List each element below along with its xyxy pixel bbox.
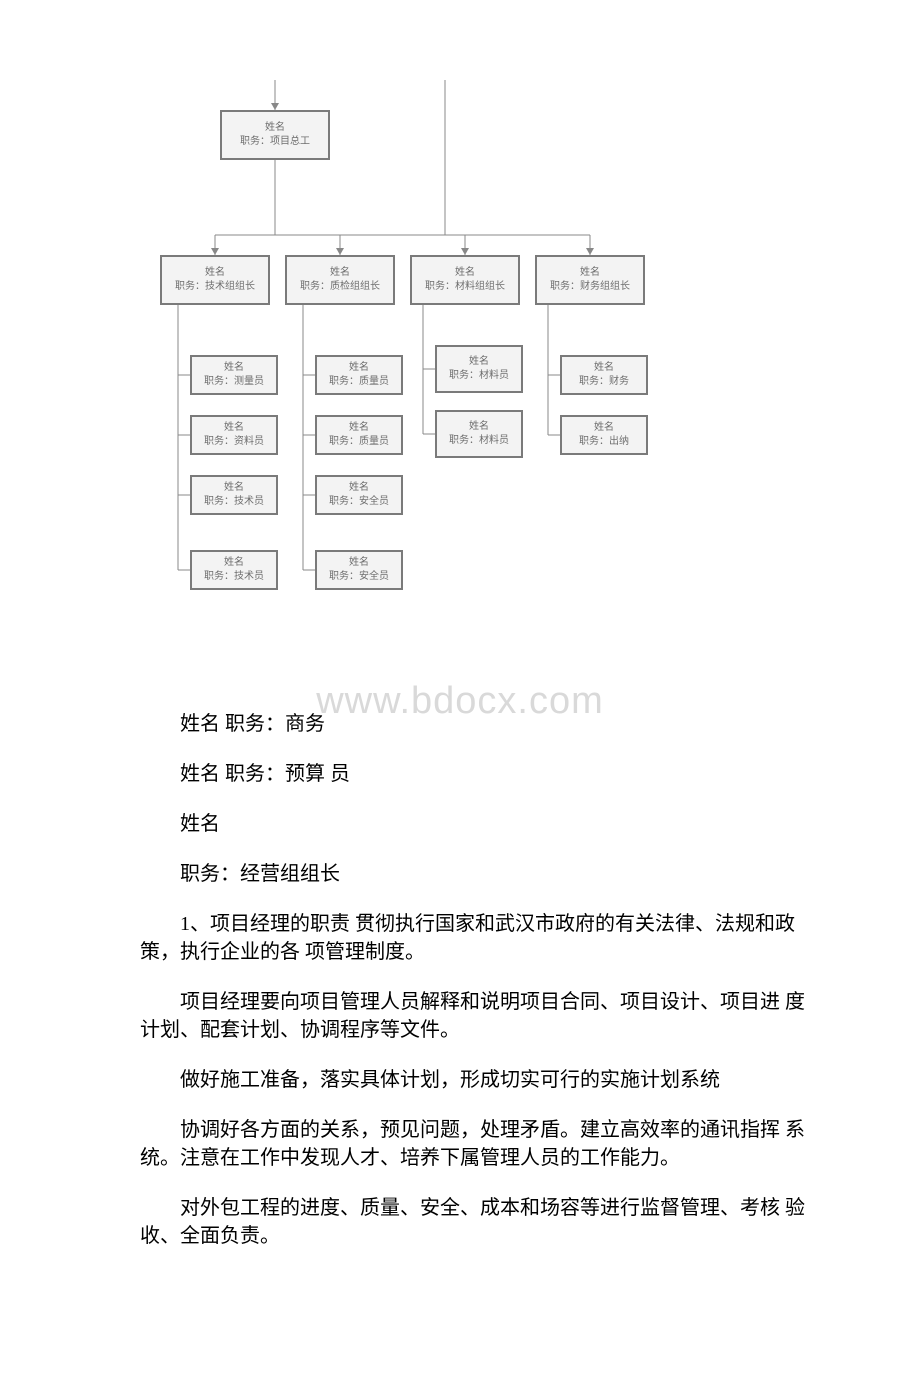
body-paragraph: 1、项目经理的职责 贯彻执行国家和武汉市政府的有关法律、法规和政策，执行企业的各… bbox=[140, 910, 810, 966]
arrowhead-icon bbox=[211, 248, 219, 255]
node-name-label: 姓名 bbox=[330, 266, 350, 280]
org-node-g2c: 姓名职务：安全员 bbox=[315, 475, 403, 515]
org-node-g3a: 姓名职务：材料员 bbox=[435, 345, 523, 393]
node-role-label: 职务：安全员 bbox=[329, 495, 389, 509]
node-role-label: 职务：财务 bbox=[579, 375, 629, 389]
body-paragraph: 姓名 职务：商务 bbox=[140, 710, 810, 738]
node-name-label: 姓名 bbox=[224, 421, 244, 435]
body-paragraph: 项目经理要向项目管理人员解释和说明项目合同、项目设计、项目进 度计划、配套计划、… bbox=[140, 988, 810, 1044]
org-node-g3b: 姓名职务：材料员 bbox=[435, 410, 523, 458]
node-name-label: 姓名 bbox=[349, 421, 369, 435]
org-node-root: 姓名职务：项目总工 bbox=[220, 110, 330, 160]
node-role-label: 职务：质量员 bbox=[329, 435, 389, 449]
body-paragraph: 协调好各方面的关系，预见问题，处理矛盾。建立高效率的通讯指挥 系统。注意在工作中… bbox=[140, 1116, 810, 1172]
arrowhead-icon bbox=[461, 248, 469, 255]
node-name-label: 姓名 bbox=[469, 355, 489, 369]
page: 姓名职务：项目总工姓名职务：技术组组长姓名职务：质检组组长姓名职务：材料组组长姓… bbox=[0, 80, 920, 1382]
node-role-label: 职务：资料员 bbox=[204, 435, 264, 449]
node-role-label: 职务：质量员 bbox=[329, 375, 389, 389]
node-role-label: 职务：财务组组长 bbox=[550, 280, 630, 294]
org-node-g1: 姓名职务：技术组组长 bbox=[160, 255, 270, 305]
node-name-label: 姓名 bbox=[594, 421, 614, 435]
arrowhead-icon bbox=[586, 248, 594, 255]
arrowhead-icon bbox=[336, 248, 344, 255]
node-name-label: 姓名 bbox=[265, 121, 285, 135]
node-name-label: 姓名 bbox=[224, 361, 244, 375]
org-node-g4b: 姓名职务：出纳 bbox=[560, 415, 648, 455]
node-role-label: 职务：项目总工 bbox=[240, 135, 310, 149]
node-name-label: 姓名 bbox=[349, 556, 369, 570]
node-role-label: 职务：质检组组长 bbox=[300, 280, 380, 294]
org-node-g4a: 姓名职务：财务 bbox=[560, 355, 648, 395]
org-node-g1b: 姓名职务：资料员 bbox=[190, 415, 278, 455]
node-name-label: 姓名 bbox=[349, 481, 369, 495]
node-name-label: 姓名 bbox=[224, 481, 244, 495]
body-paragraph: 姓名 职务：预算 员 bbox=[140, 760, 810, 788]
org-node-g2b: 姓名职务：质量员 bbox=[315, 415, 403, 455]
node-name-label: 姓名 bbox=[455, 266, 475, 280]
node-role-label: 职务：材料员 bbox=[449, 434, 509, 448]
body-text: 姓名 职务：商务姓名 职务：预算 员姓名职务：经营组组长 1、项目经理的职责 贯彻… bbox=[140, 710, 810, 1250]
node-role-label: 职务：技术员 bbox=[204, 495, 264, 509]
org-node-g2: 姓名职务：质检组组长 bbox=[285, 255, 395, 305]
node-name-label: 姓名 bbox=[469, 420, 489, 434]
org-node-g1a: 姓名职务：测量员 bbox=[190, 355, 278, 395]
body-paragraph: 对外包工程的进度、质量、安全、成本和场容等进行监督管理、考核 验收、全面负责。 bbox=[140, 1194, 810, 1250]
node-role-label: 职务：技术员 bbox=[204, 570, 264, 584]
org-node-g2a: 姓名职务：质量员 bbox=[315, 355, 403, 395]
org-node-g2d: 姓名职务：安全员 bbox=[315, 550, 403, 590]
node-name-label: 姓名 bbox=[205, 266, 225, 280]
body-paragraph: 职务：经营组组长 bbox=[140, 860, 810, 888]
body-paragraph: 姓名 bbox=[140, 810, 810, 838]
node-name-label: 姓名 bbox=[224, 556, 244, 570]
org-node-g4: 姓名职务：财务组组长 bbox=[535, 255, 645, 305]
body-paragraph: 做好施工准备，落实具体计划，形成切实可行的实施计划系统 bbox=[140, 1066, 810, 1094]
node-role-label: 职务：材料组组长 bbox=[425, 280, 505, 294]
org-node-g1d: 姓名职务：技术员 bbox=[190, 550, 278, 590]
arrowhead-icon bbox=[271, 103, 279, 110]
node-name-label: 姓名 bbox=[349, 361, 369, 375]
node-role-label: 职务：安全员 bbox=[329, 570, 389, 584]
node-role-label: 职务：技术组组长 bbox=[175, 280, 255, 294]
node-name-label: 姓名 bbox=[594, 361, 614, 375]
org-node-g1c: 姓名职务：技术员 bbox=[190, 475, 278, 515]
org-node-g3: 姓名职务：材料组组长 bbox=[410, 255, 520, 305]
org-chart: 姓名职务：项目总工姓名职务：技术组组长姓名职务：质检组组长姓名职务：材料组组长姓… bbox=[160, 80, 780, 670]
node-role-label: 职务：测量员 bbox=[204, 375, 264, 389]
node-role-label: 职务：出纳 bbox=[579, 435, 629, 449]
node-name-label: 姓名 bbox=[580, 266, 600, 280]
node-role-label: 职务：材料员 bbox=[449, 369, 509, 383]
